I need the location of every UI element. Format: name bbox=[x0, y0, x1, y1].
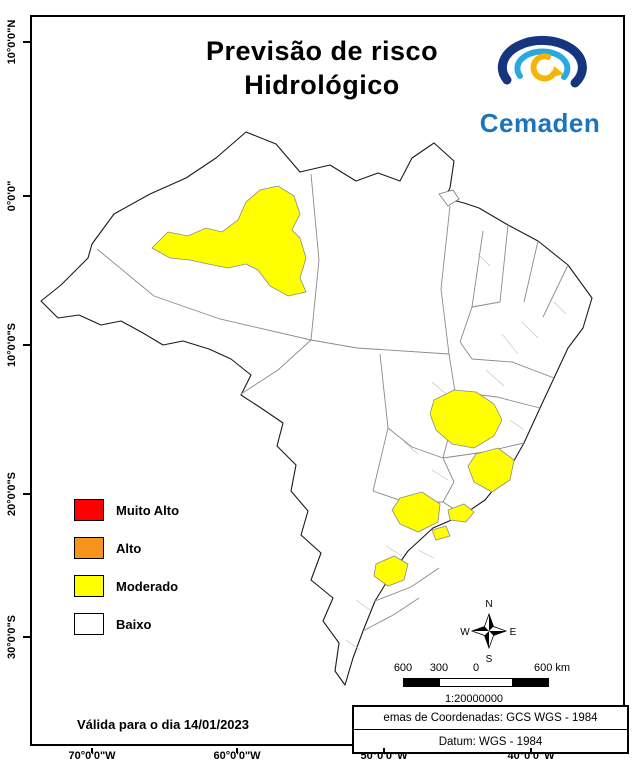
lat-label: 10°0'0"S bbox=[6, 322, 18, 368]
scale-bar: 600 300 0 600 km 1:20000000 bbox=[384, 662, 604, 710]
legend-swatch-muito-alto bbox=[74, 499, 104, 521]
title-line1: Previsão de risco bbox=[205, 36, 439, 66]
axis-tick bbox=[23, 41, 30, 43]
compass-east-label: E bbox=[510, 627, 517, 638]
compass-south-label: S bbox=[486, 654, 493, 665]
legend-item-moderado: Moderado bbox=[74, 575, 179, 597]
moderate-risk-region bbox=[373, 555, 409, 587]
page-title: Previsão de risco Hidrológico bbox=[127, 35, 517, 103]
coordinate-system-line1: emas de Coordenadas: GCS WGS - 1984 bbox=[354, 707, 627, 730]
legend-swatch-moderado bbox=[74, 575, 104, 597]
legend-label: Alto bbox=[116, 540, 142, 556]
moderate-risk-region bbox=[431, 525, 451, 541]
lon-label: 60°0'0"W bbox=[213, 750, 261, 762]
scale-bar-graphic bbox=[403, 678, 549, 687]
axis-tick bbox=[530, 748, 532, 753]
scale-label: 600 bbox=[393, 662, 413, 674]
compass-north-label: N bbox=[485, 599, 492, 610]
axis-tick bbox=[383, 748, 385, 753]
brazil-map bbox=[40, 131, 593, 686]
marajo-island bbox=[438, 189, 460, 207]
legend-item-baixo: Baixo bbox=[74, 613, 179, 635]
moderate-risk-regions bbox=[151, 185, 515, 587]
scale-segment bbox=[512, 679, 548, 686]
scale-label: 600 km bbox=[533, 662, 571, 674]
lat-label: 20°0'0"S bbox=[6, 471, 18, 517]
moderate-risk-region bbox=[467, 447, 515, 493]
axis-tick bbox=[23, 344, 30, 346]
moderate-risk-region bbox=[151, 185, 307, 297]
scale-ratio: 1:20000000 bbox=[444, 693, 504, 705]
compass-west-label: W bbox=[460, 627, 470, 638]
lat-label: 0°0'0" bbox=[6, 180, 18, 212]
cemaden-logo: Cemaden bbox=[459, 33, 621, 139]
legend-label: Muito Alto bbox=[116, 502, 180, 518]
legend: Muito Alto Alto Moderado Baixo bbox=[74, 499, 179, 651]
scale-label: 300 bbox=[429, 662, 449, 674]
legend-item-muito-alto: Muito Alto bbox=[74, 499, 179, 521]
cemaden-logo-icon bbox=[497, 35, 587, 88]
cemaden-logo-text: Cemaden bbox=[479, 108, 601, 138]
coordinate-system-box: emas de Coordenadas: GCS WGS - 1984 Datu… bbox=[352, 705, 629, 754]
moderate-risk-region bbox=[429, 389, 503, 449]
axis-tick bbox=[23, 493, 30, 495]
scale-segment bbox=[440, 679, 476, 686]
legend-swatch-baixo bbox=[74, 613, 104, 635]
legend-swatch-alto bbox=[74, 537, 104, 559]
scale-segment bbox=[476, 679, 512, 686]
lat-label: 10°0'0"N bbox=[6, 19, 18, 65]
moderate-risk-region bbox=[447, 503, 475, 523]
compass-rose-icon: N W E S bbox=[460, 599, 517, 665]
axis-tick bbox=[91, 748, 93, 753]
scale-label: 0 bbox=[472, 662, 480, 674]
legend-label: Baixo bbox=[116, 616, 152, 632]
scale-segment bbox=[404, 679, 440, 686]
map-frame: Previsão de risco Hidrológico Cemaden Mu… bbox=[30, 15, 629, 754]
moderate-risk-region bbox=[391, 491, 441, 533]
legend-item-alto: Alto bbox=[74, 537, 179, 559]
axis-tick bbox=[23, 636, 30, 638]
legend-label: Moderado bbox=[116, 578, 179, 594]
axis-tick bbox=[236, 748, 238, 753]
lat-label: 30°0'0"S bbox=[6, 614, 18, 660]
title-line2: Hidrológico bbox=[244, 69, 400, 100]
coordinate-system-line2: Datum: WGS - 1984 bbox=[438, 735, 543, 748]
lon-label: 70°0'0"W bbox=[68, 750, 116, 762]
validity-text: Válida para o dia 14/01/2023 bbox=[77, 717, 249, 732]
axis-tick bbox=[23, 195, 30, 197]
